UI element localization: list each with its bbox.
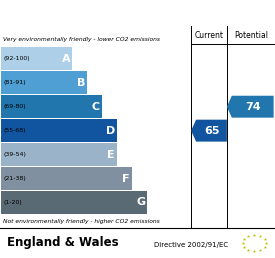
Text: (55-68): (55-68) xyxy=(3,128,26,133)
Text: B: B xyxy=(77,78,85,88)
Polygon shape xyxy=(191,120,227,142)
Text: A: A xyxy=(62,54,70,64)
Text: Directive 2002/91/EC: Directive 2002/91/EC xyxy=(154,241,228,247)
Text: Environmental(CO2) Impact Rating: Environmental(CO2) Impact Rating xyxy=(22,6,253,20)
Text: Very environmentally friendly - lower CO2 emissions: Very environmentally friendly - lower CO… xyxy=(3,37,160,42)
Text: Potential: Potential xyxy=(234,31,268,39)
Bar xyxy=(1,167,132,190)
Text: 74: 74 xyxy=(245,102,261,112)
Bar xyxy=(1,191,147,214)
Bar xyxy=(1,71,87,94)
Text: Current: Current xyxy=(194,31,224,39)
Text: England & Wales: England & Wales xyxy=(7,236,119,249)
Text: Not environmentally friendly - higher CO2 emissions: Not environmentally friendly - higher CO… xyxy=(3,220,160,224)
Bar xyxy=(1,143,117,166)
Text: (39-54): (39-54) xyxy=(3,152,26,157)
Text: (81-91): (81-91) xyxy=(3,80,26,85)
Text: (21-38): (21-38) xyxy=(3,176,26,181)
Bar xyxy=(1,119,117,142)
Text: C: C xyxy=(92,102,100,112)
Text: (1-20): (1-20) xyxy=(3,200,22,205)
Text: G: G xyxy=(136,197,145,207)
Polygon shape xyxy=(227,96,274,118)
Text: (69-80): (69-80) xyxy=(3,104,26,109)
Bar xyxy=(1,47,72,70)
Text: E: E xyxy=(107,150,115,160)
Text: (92-100): (92-100) xyxy=(3,56,30,61)
Text: 65: 65 xyxy=(204,126,219,136)
Text: D: D xyxy=(106,126,115,136)
Text: F: F xyxy=(122,174,130,183)
Bar xyxy=(1,95,102,118)
